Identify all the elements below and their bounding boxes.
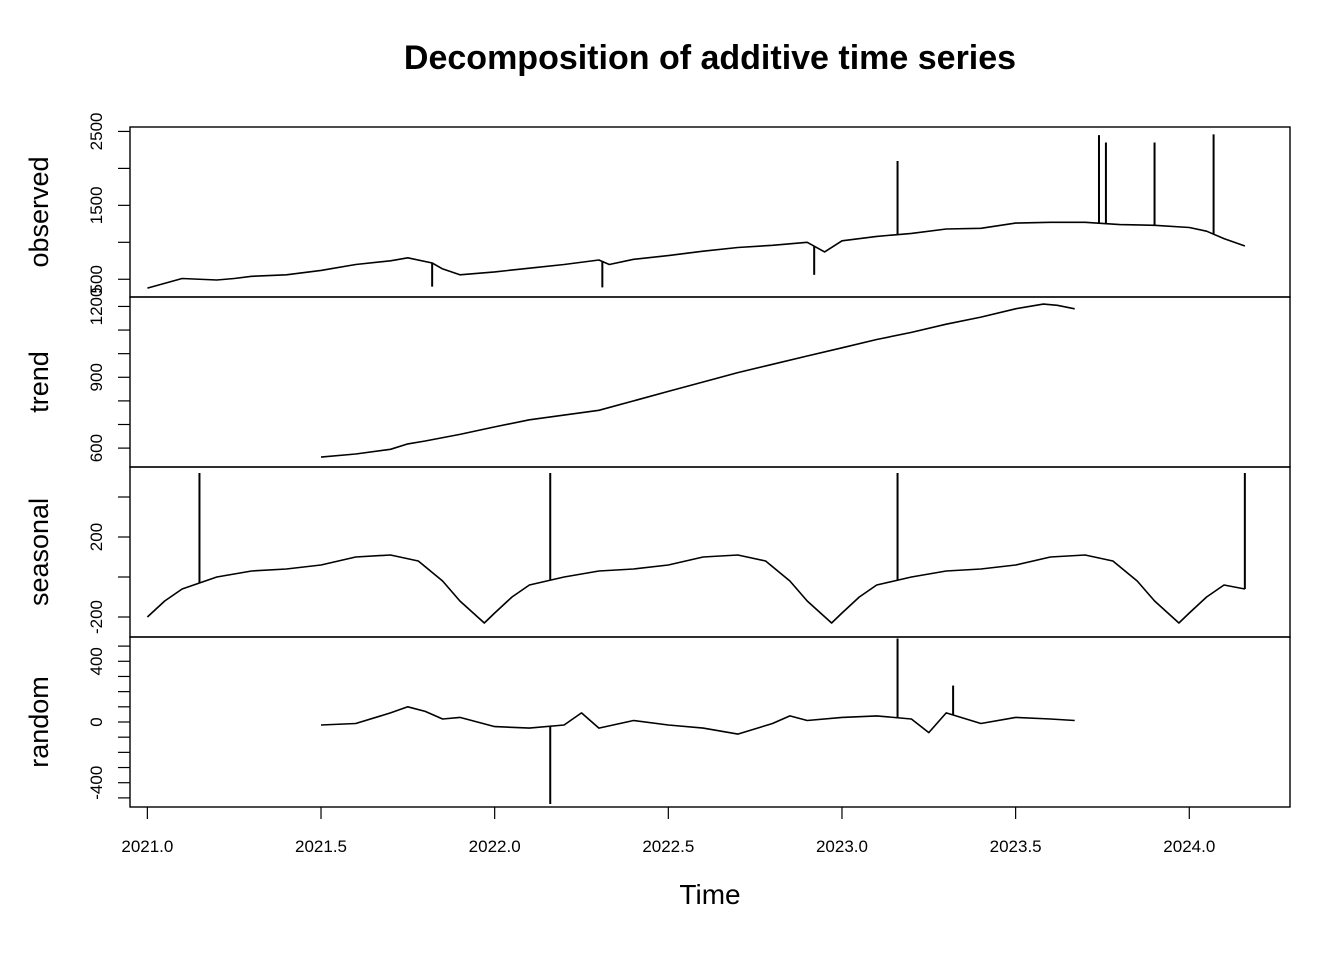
observed-y-tick-label-2: 2500 [87, 113, 106, 151]
random-y-tick-label-2: 400 [87, 647, 106, 675]
seasonal-series-line [146, 554, 1246, 624]
panel-random: -400 0 400 random [24, 636, 1291, 808]
observed-y-tick-label-1: 1500 [87, 186, 106, 224]
seasonal-panel-label: seasonal [24, 498, 54, 606]
x-tick-label-2: 2022.0 [469, 837, 521, 856]
x-axis: 2021.0 2021.5 2022.0 2022.5 2023.0 2023.5 2024… [121, 807, 1215, 856]
random-panel-label: random [24, 676, 54, 768]
x-tick-label-0: 2021.0 [121, 837, 173, 856]
panel-seasonal: -200 200 seasonal [24, 466, 1291, 638]
trend-y-tick-label-1: 900 [87, 363, 106, 391]
x-axis-label: Time [679, 879, 740, 910]
observed-series-line [147, 221, 1246, 289]
trend-y-tick-label-0: 600 [87, 434, 106, 462]
trend-series-line [320, 303, 1075, 458]
trend-y-tick-label-2: 1200 [87, 288, 106, 326]
x-tick-label-4: 2023.0 [816, 837, 868, 856]
random-y-tick-label-0: -400 [87, 766, 106, 800]
trend-panel-label: trend [24, 351, 54, 413]
x-tick-label-3: 2022.5 [642, 837, 694, 856]
observed-y-tick-label-0: 500 [87, 265, 106, 293]
observed-panel-label: observed [24, 156, 54, 267]
random-y-tick-label-1: 0 [87, 717, 106, 726]
seasonal-y-tick-label-0: -200 [87, 600, 106, 634]
x-tick-label-1: 2021.5 [295, 837, 347, 856]
x-tick-label-5: 2023.5 [990, 837, 1042, 856]
seasonal-y-tick-label-1: 200 [87, 523, 106, 551]
x-tick-label-6: 2024.0 [1163, 837, 1215, 856]
panels-group: 500 1500 2500 observed 600 900 1200 trend -200 20… [24, 113, 1291, 808]
chart-title: Decomposition of additive time series [404, 39, 1016, 77]
random-series-line [320, 705, 1075, 735]
